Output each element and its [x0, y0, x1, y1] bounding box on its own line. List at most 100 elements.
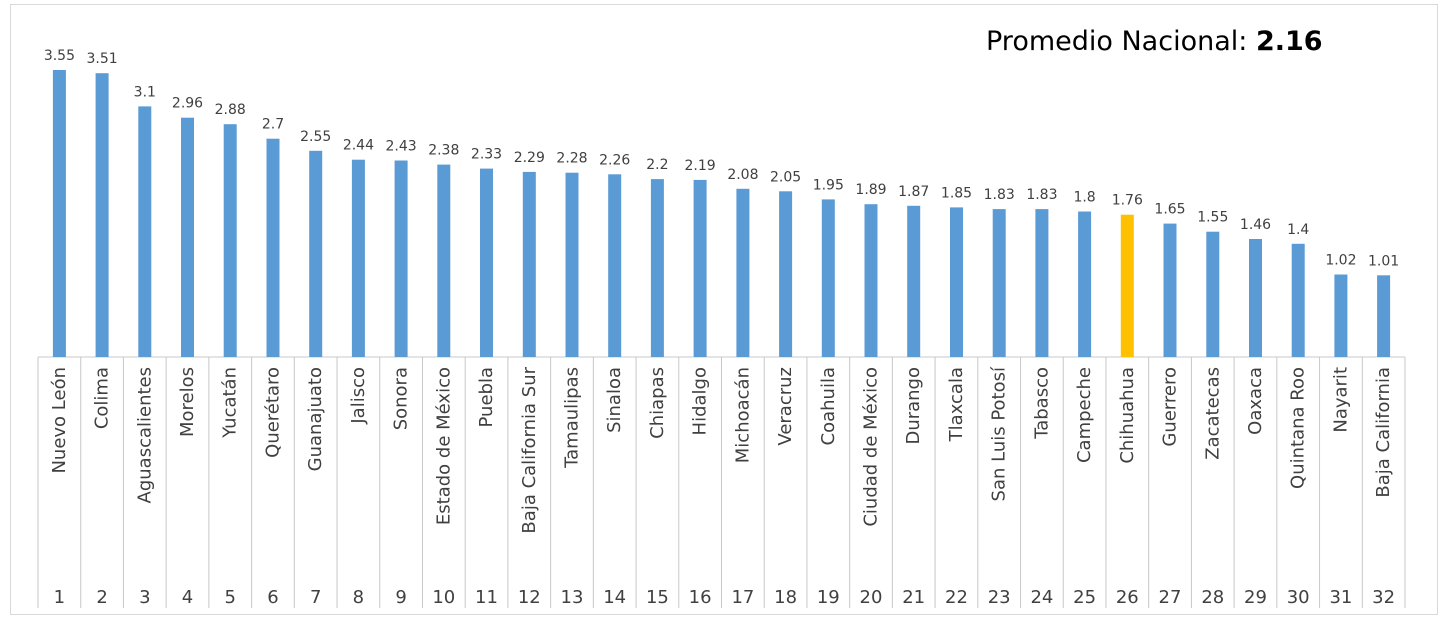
rank-label: 28: [1201, 587, 1224, 608]
bar: [565, 172, 579, 357]
data-label: 3.51: [87, 51, 118, 67]
bar: [181, 117, 194, 357]
data-label: 1.76: [1112, 193, 1143, 209]
bar: [437, 164, 451, 357]
category-label: Baja California Sur: [519, 366, 540, 533]
bar: [608, 174, 622, 357]
data-label: 1.46: [1240, 217, 1271, 233]
data-label: 2.19: [685, 158, 716, 174]
bar: [864, 204, 878, 357]
bar: [351, 159, 365, 357]
chart-frame: [10, 4, 1438, 615]
rank-label: 1: [54, 587, 65, 608]
data-label: 1.4: [1287, 222, 1309, 238]
bar: [138, 106, 152, 358]
rank-label: 29: [1244, 587, 1267, 608]
rank-label: 25: [1073, 587, 1096, 608]
rank-label: 5: [224, 587, 235, 608]
rank-label: 12: [518, 587, 541, 608]
national-average-label: Promedio Nacional:: [986, 26, 1256, 57]
category-label: Michoacán: [732, 367, 753, 463]
category-label: Guanajuato: [305, 367, 326, 471]
category-label: Nayarit: [1330, 367, 1351, 433]
bar: [650, 179, 664, 357]
bar: [522, 171, 536, 357]
bar: [1334, 274, 1348, 357]
rank-label: 23: [988, 587, 1011, 608]
rank-label: 10: [432, 587, 455, 608]
category-label: Aguascalientes: [134, 367, 155, 503]
data-label: 1.55: [1197, 210, 1228, 226]
data-label: 2.88: [215, 102, 246, 118]
category-label: Tlaxcala: [946, 367, 967, 442]
rank-label: 30: [1287, 587, 1310, 608]
category-label: San Luis Potosí: [989, 366, 1010, 501]
rank-label: 21: [902, 587, 925, 608]
data-label: 2.08: [727, 167, 758, 183]
data-label: 1.02: [1325, 253, 1356, 269]
data-label: 1.01: [1368, 253, 1399, 269]
bar: [266, 138, 280, 357]
category-label: Campeche: [1074, 367, 1095, 463]
category-label: Tabasco: [1031, 367, 1052, 440]
category-label: Hidalgo: [690, 367, 711, 435]
rank-label: 2: [96, 587, 107, 608]
rank-label: 31: [1329, 587, 1352, 608]
category-label: Colima: [92, 367, 113, 429]
national-average-annotation: Promedio Nacional: 2.16: [986, 26, 1323, 57]
data-label: 1.89: [855, 182, 886, 198]
category-label: Sinaloa: [604, 367, 625, 433]
rank-label: 15: [646, 587, 669, 608]
bar: [480, 168, 493, 357]
rank-label: 4: [182, 587, 193, 608]
data-label: 1.65: [1154, 202, 1185, 218]
national-average-value: 2.16: [1255, 26, 1323, 57]
category-label: Oaxaca: [1245, 367, 1266, 435]
category-label: Quintana Roo: [1288, 367, 1309, 489]
rank-label: 27: [1159, 587, 1182, 608]
rank-label: 32: [1372, 587, 1395, 608]
data-label: 1.95: [813, 177, 844, 193]
data-label: 1.8: [1073, 190, 1095, 206]
bar: [223, 124, 237, 357]
data-label: 2.28: [556, 151, 587, 167]
bar: [1035, 209, 1049, 357]
rank-label: 24: [1030, 587, 1053, 608]
bar: [52, 70, 66, 357]
data-label: 3.1: [134, 84, 156, 100]
bar: [1206, 231, 1220, 357]
bar: [1163, 223, 1177, 357]
bar: [821, 199, 835, 357]
rank-label: 22: [945, 587, 968, 608]
bar: [907, 205, 921, 357]
rank-label: 7: [310, 587, 321, 608]
category-label: Chihuahua: [1117, 367, 1138, 464]
category-label: Jalisco: [348, 367, 369, 425]
rank-label: 6: [267, 587, 278, 608]
bar: [1249, 239, 1262, 357]
category-label: Veracruz: [775, 367, 796, 446]
category-label: Puebla: [476, 367, 497, 427]
bar: [1291, 243, 1305, 357]
rank-label: 3: [139, 587, 150, 608]
bar: [95, 73, 109, 357]
category-label: Querétaro: [263, 367, 284, 458]
rank-label: 8: [353, 587, 364, 608]
rank-label: 13: [561, 587, 584, 608]
rank-label: 16: [689, 587, 712, 608]
data-label: 1.85: [941, 185, 972, 201]
category-label: Coahuila: [818, 367, 839, 445]
rank-label: 17: [731, 587, 754, 608]
bar: [309, 150, 323, 357]
rank-label: 18: [774, 587, 797, 608]
rank-label: 14: [603, 587, 626, 608]
category-label: Morelos: [177, 367, 198, 437]
category-label: Chiapas: [647, 367, 668, 439]
category-label: Ciudad de México: [861, 367, 882, 527]
rank-label: 9: [395, 587, 406, 608]
rank-label: 20: [860, 587, 883, 608]
data-label: 2.96: [172, 96, 203, 112]
data-label: 1.87: [898, 184, 929, 200]
category-label: Nuevo León: [49, 367, 70, 474]
